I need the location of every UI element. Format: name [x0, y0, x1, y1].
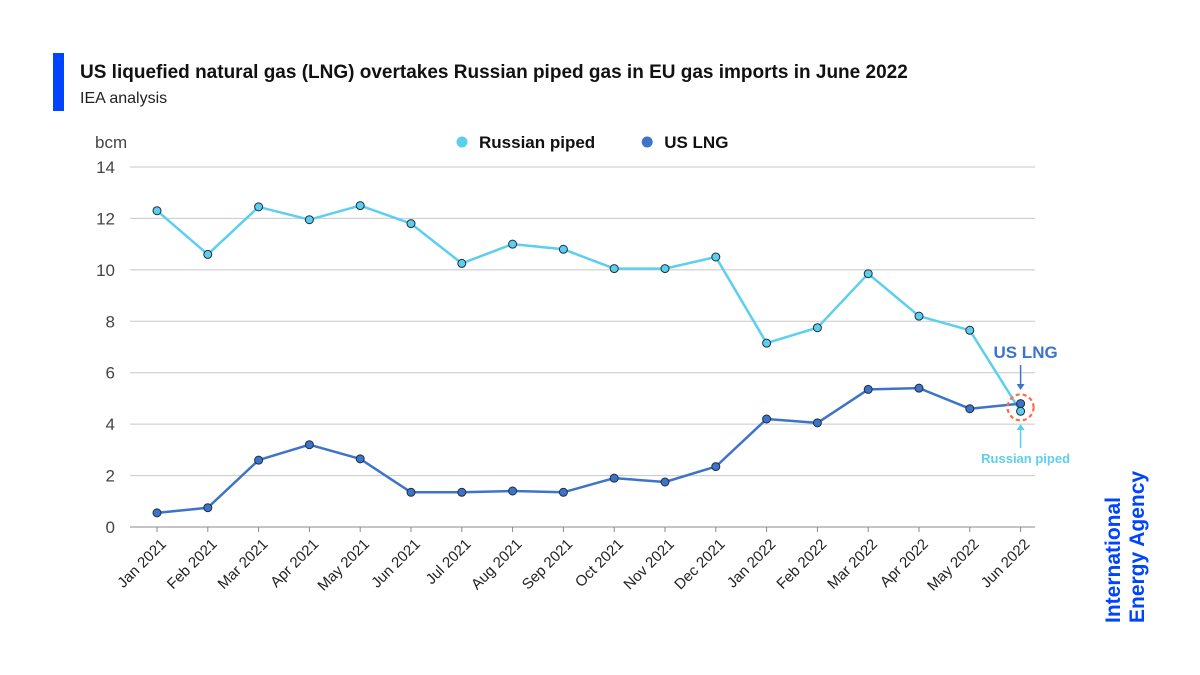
gridlines — [130, 166, 1035, 532]
x-tick-label: Jun 2022 — [978, 536, 1034, 592]
y-tick-label: 2 — [106, 467, 115, 486]
data-point-russian-piped — [558, 244, 568, 254]
data-point-us-lng — [1016, 399, 1026, 409]
y-axis-label: bcm — [95, 133, 127, 152]
data-point-us-lng — [711, 462, 721, 472]
y-tick-label: 10 — [96, 261, 115, 280]
data-point-russian-piped — [1016, 406, 1026, 416]
x-tick-label: Dec 2021 — [671, 536, 728, 593]
y-tick-label: 8 — [106, 312, 115, 331]
x-tick-label: Jan 2022 — [724, 536, 780, 592]
legend-marker-russian-piped — [456, 136, 468, 148]
data-point-us-lng — [203, 503, 213, 513]
data-point-russian-piped — [406, 219, 416, 229]
highlight-circle — [1006, 393, 1035, 422]
data-point-us-lng — [660, 477, 670, 487]
data-point-russian-piped — [863, 269, 873, 279]
series-lines — [156, 204, 1022, 515]
series-points — [152, 201, 1026, 518]
data-point-us-lng — [355, 454, 365, 464]
data-point-russian-piped — [711, 252, 721, 262]
x-tick-label: Jul 2021 — [423, 536, 475, 588]
data-point-us-lng — [508, 486, 518, 496]
brand-line-1: International — [1102, 497, 1125, 623]
annotation-arrowhead-us-lng — [1016, 384, 1025, 390]
x-tick-label: Mar 2022 — [824, 536, 881, 593]
y-tick-label: 0 — [106, 518, 115, 537]
y-tick-label: 4 — [106, 415, 115, 434]
x-tick-label: Jun 2021 — [368, 536, 424, 592]
y-tick-label: 14 — [96, 158, 115, 177]
annotation-russian-piped: Russian piped — [981, 451, 1070, 466]
x-tick-label: Jan 2021 — [114, 536, 170, 592]
data-point-russian-piped — [762, 338, 772, 348]
chart-subtitle: IEA analysis — [80, 90, 168, 107]
brand-line-2: Energy Agency — [1126, 471, 1149, 623]
data-point-us-lng — [254, 455, 264, 465]
data-point-us-lng — [457, 487, 467, 497]
data-point-us-lng — [812, 418, 822, 428]
x-tick-label: May 2021 — [314, 536, 373, 595]
legend-marker-us-lng — [641, 136, 653, 148]
x-tick-label: Aug 2021 — [468, 536, 525, 593]
data-point-russian-piped — [152, 206, 162, 216]
data-point-russian-piped — [914, 311, 924, 321]
data-point-us-lng — [914, 383, 924, 393]
annotations: US LNG Russian piped — [981, 343, 1070, 466]
data-point-russian-piped — [355, 201, 365, 211]
data-point-russian-piped — [812, 323, 822, 333]
data-point-us-lng — [152, 508, 162, 518]
y-tick-label: 6 — [106, 364, 115, 383]
data-point-us-lng — [863, 384, 873, 394]
data-point-russian-piped — [609, 264, 619, 274]
legend-label-us-lng: US LNG — [664, 133, 728, 152]
legend-label-russian-piped: Russian piped — [479, 133, 595, 152]
title-accent-bar — [53, 53, 64, 111]
x-tick-label: Oct 2021 — [572, 536, 627, 591]
y-tick-labels: 0 2 4 6 8 10 12 14 — [96, 158, 115, 537]
x-tick-label: Feb 2022 — [773, 536, 830, 593]
annotation-arrowhead-russian-piped — [1016, 424, 1025, 430]
x-tick-label: May 2022 — [924, 536, 983, 595]
data-point-us-lng — [609, 473, 619, 483]
x-tick-label: Nov 2021 — [620, 536, 677, 593]
data-point-russian-piped — [508, 239, 518, 249]
data-point-us-lng — [965, 404, 975, 414]
x-tick-label: Mar 2021 — [215, 536, 272, 593]
chart-title: US liquefied natural gas (LNG) overtakes… — [80, 62, 908, 83]
data-point-russian-piped — [304, 215, 314, 225]
x-tick-label: Feb 2021 — [164, 536, 221, 593]
data-point-russian-piped — [457, 258, 467, 268]
data-point-russian-piped — [660, 264, 670, 274]
x-tick-label: Sep 2021 — [519, 536, 576, 593]
legend: Russian piped US LNG — [456, 133, 728, 152]
series-line-russian-piped — [156, 204, 1022, 412]
data-point-russian-piped — [203, 249, 213, 259]
data-point-russian-piped — [965, 325, 975, 335]
data-point-us-lng — [762, 414, 772, 424]
iea-logo: International Energy Agency — [1100, 460, 1160, 625]
y-tick-label: 12 — [96, 209, 115, 228]
series-line-us-lng — [156, 386, 1021, 515]
data-point-us-lng — [406, 487, 416, 497]
data-point-us-lng — [304, 440, 314, 450]
data-point-us-lng — [558, 487, 568, 497]
data-point-russian-piped — [254, 202, 264, 212]
annotation-us-lng: US LNG — [993, 343, 1057, 362]
